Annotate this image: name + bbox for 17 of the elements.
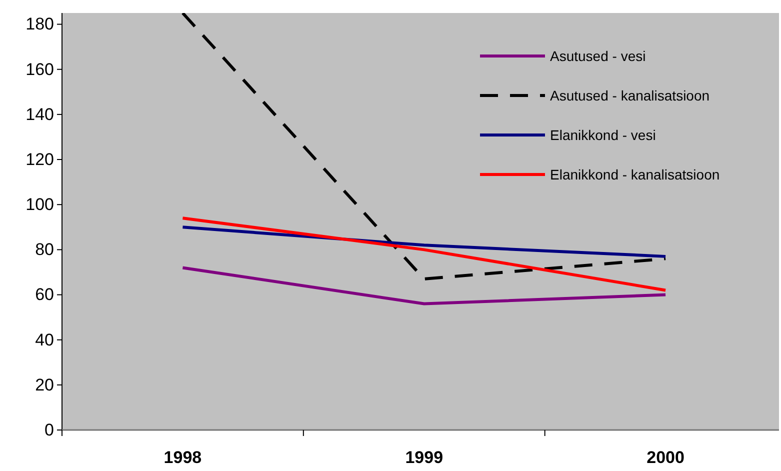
legend-label: Asutused - kanalisatsioon bbox=[550, 88, 710, 104]
legend-label: Elanikkond - vesi bbox=[550, 127, 656, 143]
y-tick-label: 140 bbox=[26, 104, 54, 124]
y-tick-label: 160 bbox=[26, 60, 54, 79]
y-tick-label: 40 bbox=[35, 330, 54, 350]
y-tick-label: 120 bbox=[26, 150, 54, 169]
x-tick-label: 2000 bbox=[646, 448, 684, 467]
y-tick-label: 60 bbox=[35, 285, 54, 304]
legend-label: Asutused - vesi bbox=[550, 48, 646, 64]
x-tick-label: 1999 bbox=[405, 448, 444, 467]
legend-label: Elanikkond - kanalisatsioon bbox=[550, 166, 720, 182]
y-tick-label: 80 bbox=[35, 240, 54, 260]
y-tick-label: 0 bbox=[44, 420, 54, 440]
y-tick-label: 100 bbox=[26, 195, 54, 214]
y-tick-label: 180 bbox=[26, 14, 54, 34]
x-tick-label: 1998 bbox=[164, 448, 202, 467]
y-tick-label: 20 bbox=[35, 375, 54, 394]
